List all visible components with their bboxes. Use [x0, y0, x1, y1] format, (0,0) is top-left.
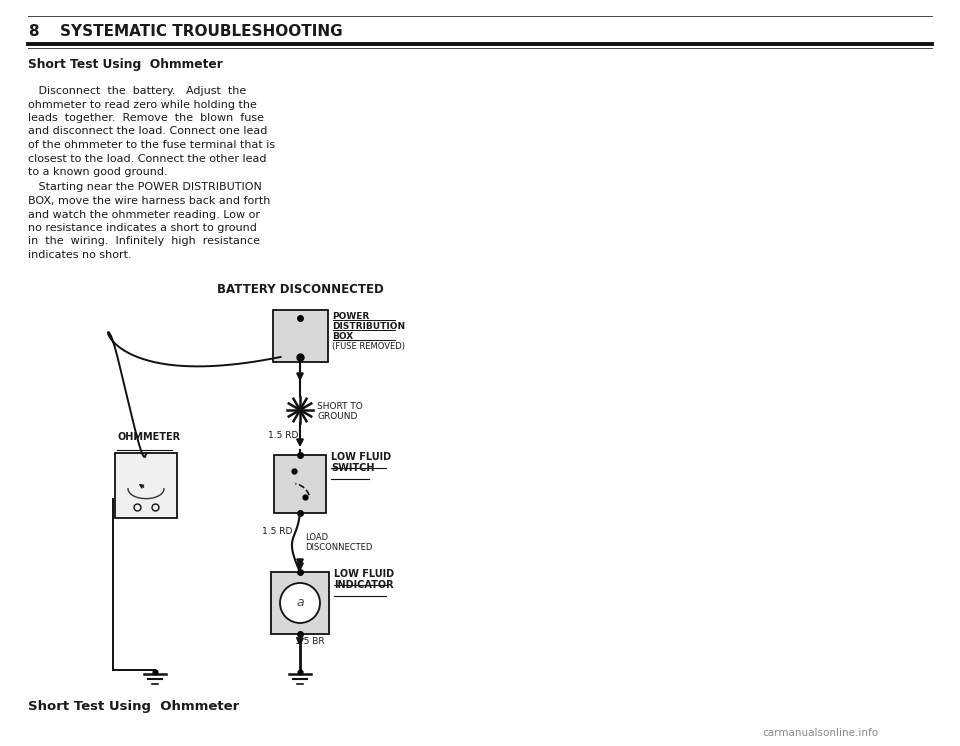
Text: to a known good ground.: to a known good ground. [28, 167, 168, 177]
Text: and watch the ohmmeter reading. Low or: and watch the ohmmeter reading. Low or [28, 210, 260, 219]
Text: GROUND: GROUND [317, 412, 357, 421]
Text: OHMMETER: OHMMETER [117, 432, 180, 442]
Text: a: a [297, 597, 303, 609]
Text: carmanualsonline.info: carmanualsonline.info [762, 728, 878, 738]
Text: ohmmeter to read zero while holding the: ohmmeter to read zero while holding the [28, 99, 257, 110]
Text: LOW FLUID: LOW FLUID [334, 569, 395, 579]
Text: 1.5 RD: 1.5 RD [268, 431, 299, 440]
Text: SWITCH: SWITCH [331, 463, 374, 473]
Text: indicates no short.: indicates no short. [28, 250, 132, 260]
Text: BOX: BOX [332, 332, 353, 341]
Text: no resistance indicates a short to ground: no resistance indicates a short to groun… [28, 223, 257, 233]
Bar [115, 453, 177, 518]
Text: Starting near the POWER DISTRIBUTION: Starting near the POWER DISTRIBUTION [28, 183, 262, 192]
Text: leads  together.  Remove  the  blown  fuse: leads together. Remove the blown fuse [28, 113, 264, 123]
Text: (FUSE REMOVED): (FUSE REMOVED) [332, 342, 405, 351]
Bar [271, 572, 329, 634]
Text: BOX, move the wire harness back and forth: BOX, move the wire harness back and fort… [28, 196, 271, 206]
Text: DISCONNECTED: DISCONNECTED [305, 544, 372, 553]
Text: SYSTEMATIC TROUBLESHOOTING: SYSTEMATIC TROUBLESHOOTING [60, 24, 343, 39]
Text: 1.5 RD: 1.5 RD [262, 527, 293, 536]
Text: LOW FLUID: LOW FLUID [331, 452, 391, 462]
Circle shape [280, 583, 320, 623]
Text: and disconnect the load. Connect one lead: and disconnect the load. Connect one lea… [28, 127, 268, 137]
Text: POWER: POWER [332, 312, 370, 321]
Bar [273, 310, 327, 362]
Text: 1.5 BR: 1.5 BR [295, 637, 324, 646]
Text: DISTRIBUTION: DISTRIBUTION [332, 322, 406, 331]
Text: of the ohmmeter to the fuse terminal that is: of the ohmmeter to the fuse terminal tha… [28, 140, 276, 150]
Text: BATTERY DISCONNECTED: BATTERY DISCONNECTED [217, 283, 383, 296]
Text: closest to the load. Connect the other lead: closest to the load. Connect the other l… [28, 154, 267, 163]
Text: 8: 8 [28, 24, 38, 39]
Text: in  the  wiring.  Infinitely  high  resistance: in the wiring. Infinitely high resistanc… [28, 236, 260, 246]
Text: SHORT TO: SHORT TO [317, 402, 363, 411]
Text: LOAD: LOAD [305, 533, 328, 542]
Text: Short Test Using  Ohmmeter: Short Test Using Ohmmeter [28, 700, 239, 713]
Text: INDICATOR: INDICATOR [334, 580, 394, 590]
Bar [274, 455, 326, 513]
Text: Short Test Using  Ohmmeter: Short Test Using Ohmmeter [28, 58, 223, 71]
Text: Disconnect  the  battery.   Adjust  the: Disconnect the battery. Adjust the [28, 86, 247, 96]
